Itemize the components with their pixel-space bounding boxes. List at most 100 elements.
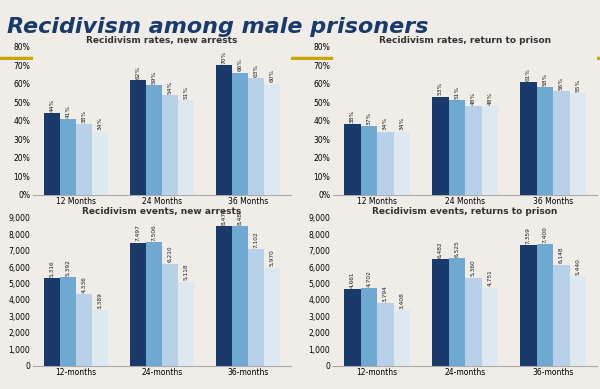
Text: 5,392: 5,392 [65,259,70,276]
Bar [377,131,394,194]
Text: 4,702: 4,702 [366,270,371,287]
Text: 60%: 60% [269,69,275,82]
Title: Recidivism rates, return to prison: Recidivism rates, return to prison [379,35,551,44]
Text: 58%: 58% [542,73,547,86]
Bar [432,96,449,194]
Text: 5,316: 5,316 [49,261,55,277]
Text: 63%: 63% [254,64,259,77]
Bar [44,113,60,194]
Bar [130,242,146,366]
Bar [553,91,569,194]
Text: 48%: 48% [471,91,476,105]
Text: 6,148: 6,148 [559,247,564,263]
Text: 8,487: 8,487 [238,208,242,225]
Bar [394,310,410,366]
Bar [553,265,569,366]
Bar [178,100,194,194]
Bar [232,72,248,194]
Text: 41%: 41% [65,104,70,117]
Bar [361,126,377,194]
Text: 7,102: 7,102 [254,231,259,248]
Text: 62%: 62% [136,66,140,79]
Text: 3,389: 3,389 [98,292,103,309]
Bar [569,276,586,366]
Bar [344,124,361,194]
Text: 53%: 53% [438,82,443,95]
Text: 5,360: 5,360 [471,260,476,277]
Legend: 2005 Cohort, 2008 Cohort, 2011 Cohort, 2014 Cohort: 2005 Cohort, 2008 Cohort, 2011 Cohort, 2… [374,227,556,232]
Bar [216,65,232,194]
Text: 34%: 34% [383,117,388,130]
Text: 6,482: 6,482 [438,241,443,258]
Text: 5,440: 5,440 [575,258,580,275]
Title: Recidivism rates, new arrests: Recidivism rates, new arrests [86,35,238,44]
Bar [162,95,178,194]
Text: 44%: 44% [49,99,55,112]
Bar [76,294,92,366]
Bar [162,264,178,366]
Text: 4,751: 4,751 [487,270,492,286]
Text: 48%: 48% [487,91,492,105]
Bar [394,131,410,194]
Text: 34%: 34% [399,117,404,130]
Text: 4,336: 4,336 [82,277,86,293]
Text: 7,359: 7,359 [526,227,531,244]
Bar [60,119,76,194]
Text: 38%: 38% [82,110,86,123]
Bar [264,268,280,366]
Text: 4,661: 4,661 [350,272,355,288]
Bar [465,278,482,366]
Title: Recidivism events, returns to prison: Recidivism events, returns to prison [373,207,557,216]
Text: 6,525: 6,525 [454,240,459,257]
Text: 7,506: 7,506 [151,224,157,241]
Bar [344,289,361,366]
Text: 7,400: 7,400 [542,226,547,243]
Text: 59%: 59% [151,71,157,84]
Bar [264,84,280,194]
Legend: 2005 Cohort, 2008 Cohort, 2011 Cohort, 2014 Cohort: 2005 Cohort, 2008 Cohort, 2011 Cohort, 2… [71,227,253,232]
Text: 3,794: 3,794 [383,285,388,302]
Bar [449,259,465,366]
Text: 37%: 37% [366,112,371,125]
Bar [520,245,536,366]
Text: 55%: 55% [575,79,580,92]
Bar [146,86,162,194]
Bar [216,226,232,366]
Bar [44,279,60,366]
Text: 38%: 38% [350,110,355,123]
Text: 5,118: 5,118 [184,264,188,280]
Title: Recidivism events, new arrests: Recidivism events, new arrests [82,207,242,216]
Bar [130,80,146,194]
Bar [76,124,92,194]
Bar [569,93,586,194]
Text: 3,408: 3,408 [399,292,404,308]
Bar [449,100,465,194]
Bar [536,244,553,366]
Bar [248,78,264,194]
Text: 34%: 34% [98,117,103,130]
Text: 61%: 61% [526,68,531,81]
Bar [361,288,377,366]
Bar [248,249,264,366]
Bar [92,131,108,194]
Bar [232,226,248,366]
Text: 51%: 51% [454,86,459,99]
Text: 66%: 66% [238,58,242,71]
Bar [482,106,498,194]
Text: 5,970: 5,970 [269,250,275,266]
Text: 70%: 70% [221,51,226,64]
Text: 56%: 56% [559,77,564,90]
Text: 54%: 54% [167,80,173,93]
Text: Recidivism among male prisoners: Recidivism among male prisoners [7,17,428,37]
Bar [465,106,482,194]
Bar [92,310,108,366]
Bar [377,303,394,366]
Bar [520,82,536,194]
Text: 6,210: 6,210 [167,246,173,263]
Text: 51%: 51% [184,86,188,99]
Text: 8,474: 8,474 [221,209,226,225]
Bar [536,88,553,194]
Text: 7,497: 7,497 [136,224,140,241]
Bar [432,259,449,366]
Bar [146,242,162,366]
